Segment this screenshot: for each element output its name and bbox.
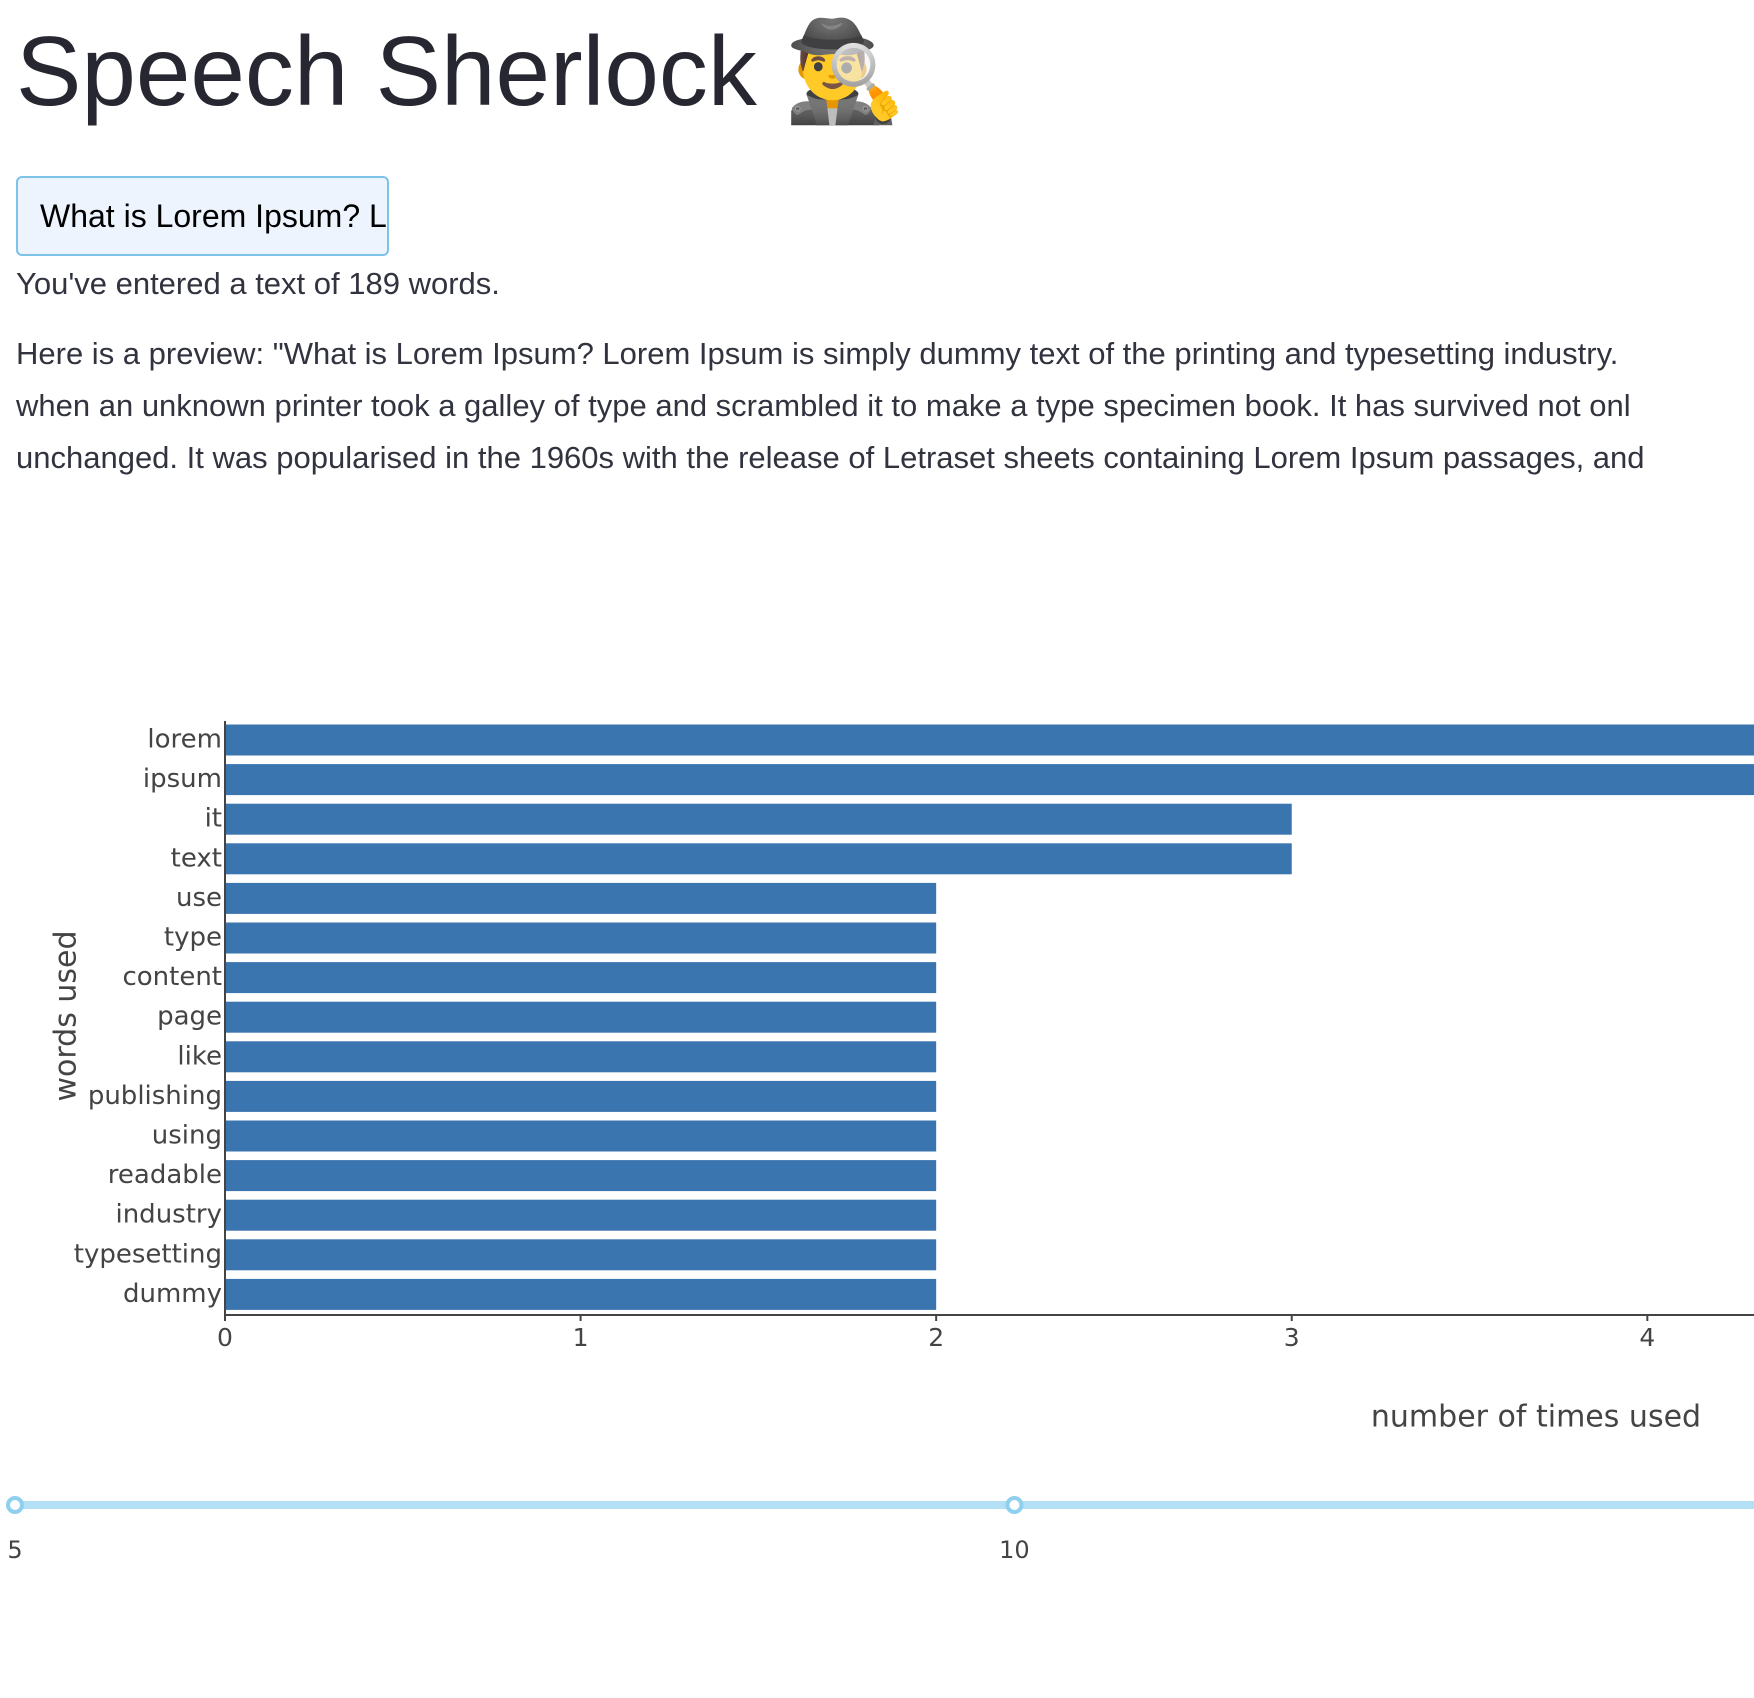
y-tick-label: content bbox=[122, 962, 222, 992]
bar bbox=[225, 764, 1754, 796]
x-tick-label: 4 bbox=[1639, 1323, 1655, 1352]
preview: Here is a preview: "What is Lorem Ipsum?… bbox=[16, 328, 1754, 484]
y-tick-label: lorem bbox=[147, 725, 222, 755]
preview-line: Here is a preview: "What is Lorem Ipsum?… bbox=[16, 336, 1619, 371]
bar bbox=[225, 1160, 937, 1192]
x-tick-label: 1 bbox=[573, 1323, 589, 1352]
y-tick-label: readable bbox=[108, 1160, 222, 1190]
app-title: Speech Sherlock 🕵️‍♂️ bbox=[16, 16, 907, 126]
bar bbox=[225, 1041, 937, 1073]
bar bbox=[225, 1278, 937, 1310]
y-tick-label: page bbox=[157, 1002, 222, 1032]
bar bbox=[225, 1001, 937, 1033]
bar bbox=[225, 882, 937, 914]
bar bbox=[225, 1199, 937, 1231]
preview-line: unchanged. It was popularised in the 196… bbox=[16, 440, 1645, 475]
y-tick-label: industry bbox=[115, 1200, 222, 1230]
x-axis-title: number of times used bbox=[1371, 1400, 1701, 1435]
x-tick-label: 3 bbox=[1284, 1323, 1300, 1352]
x-tick-label: 0 bbox=[217, 1323, 233, 1352]
y-tick-label: ipsum bbox=[143, 764, 222, 794]
y-tick-label: like bbox=[177, 1041, 222, 1071]
preview-line: when an unknown printer took a galley of… bbox=[16, 388, 1631, 423]
y-tick-label: type bbox=[164, 923, 222, 953]
slider-handle[interactable] bbox=[1005, 1496, 1024, 1514]
bar bbox=[225, 1080, 937, 1112]
x-tick-label: 2 bbox=[928, 1323, 944, 1352]
bar bbox=[225, 803, 1292, 835]
bar bbox=[225, 724, 1754, 756]
slider-label: 10 bbox=[999, 1536, 1030, 1564]
bar bbox=[225, 1120, 937, 1152]
text-input[interactable]: What is Lorem Ipsum? Lo bbox=[16, 176, 389, 256]
bar bbox=[225, 843, 1292, 875]
y-tick-label: text bbox=[171, 843, 222, 873]
y-tick-label: typesetting bbox=[74, 1239, 222, 1269]
bar bbox=[225, 922, 937, 954]
slider-handle[interactable] bbox=[6, 1496, 24, 1514]
word-count: You've entered a text of 189 words. bbox=[16, 266, 500, 301]
slider-label: 5 bbox=[7, 1536, 22, 1564]
bar bbox=[225, 962, 937, 994]
bar bbox=[225, 1239, 937, 1271]
y-axis-title: words used bbox=[49, 930, 84, 1101]
y-tick-label: dummy bbox=[123, 1279, 222, 1309]
y-tick-label: using bbox=[152, 1121, 222, 1151]
y-tick-label: use bbox=[176, 883, 222, 913]
y-tick-label: publishing bbox=[88, 1081, 222, 1111]
y-tick-label: it bbox=[205, 804, 222, 834]
